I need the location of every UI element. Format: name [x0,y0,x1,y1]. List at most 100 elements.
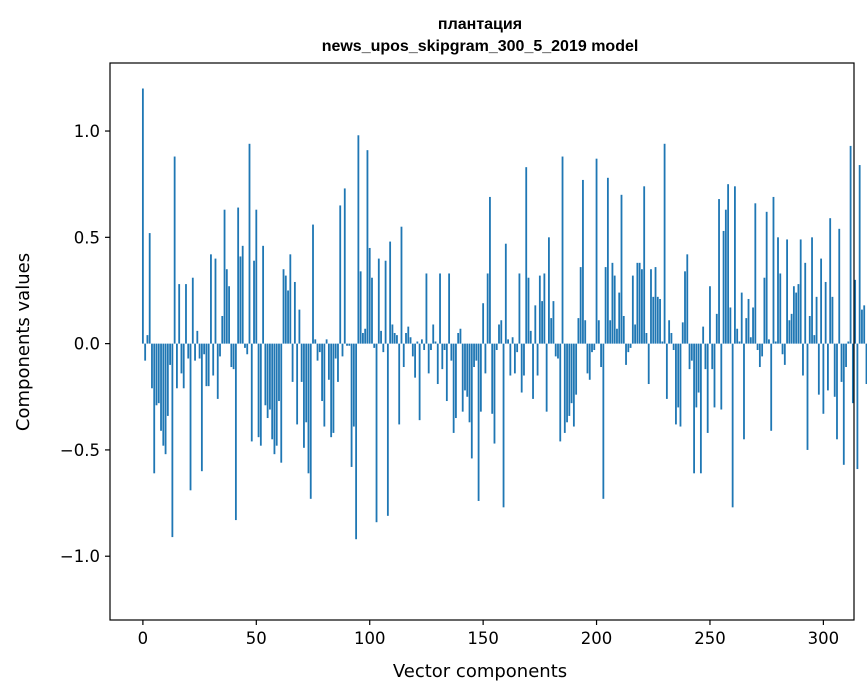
bar-176 [541,301,544,344]
bar-215 [629,343,632,348]
bar-165 [516,343,519,353]
bar-296 [813,335,816,344]
bar-286 [790,313,793,344]
bar-279 [774,341,777,344]
bar-116 [405,333,407,344]
bar-115 [402,343,405,368]
bar-184 [559,343,562,442]
bar-73 [307,343,310,474]
bar-181 [552,301,555,344]
bar-183 [557,343,559,359]
bar-288 [795,292,798,344]
bar-170 [527,277,530,344]
bar-110 [391,324,394,344]
bar-180 [550,318,553,344]
bar-157 [498,324,500,344]
bar-158 [500,320,503,344]
bar-94 [355,343,358,540]
bar-252 [713,343,716,408]
x-tick-label: 0 [138,629,149,648]
bar-214 [627,343,630,353]
bar-104 [377,258,380,344]
bar-56 [269,343,271,410]
bar-96 [359,271,362,344]
bar-79 [321,343,323,402]
bar-195 [584,320,587,344]
bar-148 [477,343,480,501]
y-tick-label: 0.5 [74,228,100,247]
y-tick-label: −1.0 [60,547,100,566]
bar-295 [811,237,813,344]
bar-39 [230,343,233,368]
bar-37 [225,269,228,344]
bar-292 [804,262,807,344]
bar-112 [396,335,398,344]
bar-167 [520,343,523,393]
bar-144 [468,343,471,423]
bar-278 [772,196,775,344]
bar-168 [523,343,525,376]
chart-subtitle: news_upos_skipgram_300_5_2019 model [322,38,639,55]
bar-28 [205,343,208,387]
bar-260 [731,343,734,508]
bar-247 [702,326,705,344]
bar-251 [711,343,714,370]
bar-26 [200,343,203,472]
bar-113 [398,343,401,425]
bar-49 [253,260,255,344]
bar-287 [792,286,795,344]
bar-274 [763,277,766,344]
bar-161 [507,339,509,344]
bar-31 [212,343,215,376]
bar-284 [786,239,788,344]
bar-61 [280,343,283,463]
bar-100 [368,247,371,344]
bar-232 [668,320,671,344]
bar-60 [278,343,280,402]
bar-196 [586,343,589,374]
bar-36 [223,209,226,344]
bar-259 [729,307,732,344]
bar-52 [259,343,262,446]
y-axis-label: Components values [13,253,34,431]
bar-55 [266,343,269,419]
bar-134 [445,343,448,402]
bar-29 [207,343,210,387]
plot-frame [109,62,855,621]
bar-121 [416,341,419,344]
bar-114 [400,226,403,344]
bar-95 [357,135,360,344]
bar-10 [164,343,167,455]
bar-67 [293,281,296,344]
bar-154 [491,343,494,414]
bar-85 [334,343,337,359]
bar-103 [375,343,378,523]
bar-77 [316,343,319,361]
bar-206 [609,320,612,344]
bar-87 [339,205,342,344]
bar-54 [264,343,267,406]
bar-130 [436,343,439,385]
bar-179 [548,237,550,344]
bar-41 [234,343,237,521]
bar-97 [362,333,364,344]
bar-224 [650,269,652,344]
bar-241 [688,343,691,370]
bar-138 [455,343,457,419]
bar-142 [464,343,466,391]
bar-118 [409,337,412,344]
bar-153 [489,196,491,344]
bar-269 [752,307,754,344]
bar-311 [847,341,850,344]
bar-149 [479,343,482,412]
bar-88 [341,343,344,357]
bar-207 [611,262,614,344]
bar-141 [461,343,464,412]
bar-254 [718,199,720,344]
bar-226 [654,267,657,344]
bar-294 [808,315,811,344]
bar-106 [382,343,385,353]
bar-319 [865,343,867,385]
bar-257 [724,209,727,344]
bar-271 [756,343,759,351]
